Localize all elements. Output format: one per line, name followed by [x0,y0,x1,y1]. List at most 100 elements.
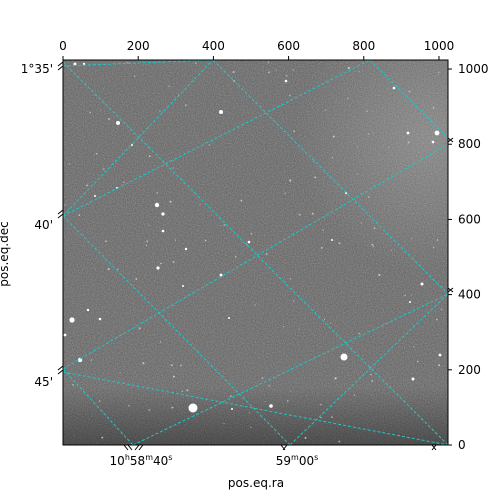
faint-star [170,364,173,367]
faint-star [323,217,326,219]
star [434,130,440,136]
star [269,404,273,408]
faint-star [437,71,440,74]
top-tick-label: 800 [352,39,375,53]
faint-star [311,212,314,215]
faint-star [373,227,376,230]
faint-star [331,157,334,159]
faint-star [390,249,393,252]
faint-star [404,294,406,297]
faint-star [289,278,292,280]
faint-star [246,243,248,245]
ra-tick-mark [123,444,133,451]
faint-star [208,143,211,146]
faint-star [138,327,141,330]
faint-star [285,74,288,77]
star [228,317,230,319]
faint-star [367,133,370,135]
grid-line [63,143,448,370]
faint-star [223,224,226,226]
faint-star [289,179,292,182]
dec-tick-mark [447,137,454,143]
faint-star [288,94,291,97]
faint-star [436,318,438,321]
grid-line [63,371,448,445]
right-tick-label: 200 [458,363,481,377]
faint-star [90,359,93,361]
faint-star [292,300,295,302]
top-tick-label: 400 [202,39,225,53]
faint-star [159,110,161,113]
faint-star [145,244,148,247]
faint-star [64,204,66,206]
faint-star [334,377,337,380]
faint-star [290,390,292,392]
plot-frame [62,59,449,446]
faint-star [78,214,81,217]
ra-tick-mark [431,444,437,451]
star [431,140,435,144]
faint-star [353,394,356,396]
faint-star [240,199,243,202]
faint-star [102,168,105,171]
faint-star [107,268,110,271]
right-tick-label: 800 [458,137,481,151]
y-axis-label: pos.eq.dec [0,221,11,286]
faint-star [148,224,150,227]
faint-star [128,405,130,407]
faint-star [267,61,270,64]
faint-star [95,152,98,155]
faint-star [229,395,232,398]
star [82,62,86,66]
top-tick-label: 600 [277,39,300,53]
star [231,408,233,410]
star [161,212,165,216]
wcs-ticks [57,61,454,451]
faint-star [438,364,441,367]
star [156,266,160,270]
faint-star [407,141,410,144]
faint-star [134,75,136,77]
dec-tick-mark [447,287,454,293]
grid-line [63,368,134,445]
faint-star [204,239,207,242]
faint-star [234,255,237,258]
dec-tick-label-2: 40' [34,218,53,232]
faint-star [358,71,360,73]
faint-star [358,332,361,335]
faint-star [248,412,250,414]
faint-star [378,273,381,277]
star [340,353,348,361]
faint-star [194,62,197,64]
faint-star [268,384,271,387]
ra-tick-mark [134,444,144,451]
faint-star [250,426,252,429]
faint-star [298,328,300,330]
faint-star [314,176,317,179]
top-tick-label: 1000 [424,39,455,53]
star [69,317,75,323]
faint-star [416,360,419,363]
star [73,62,77,66]
star [161,229,165,233]
faint-star [268,71,270,74]
grid-line [212,60,448,295]
faint-star [320,404,322,406]
faint-star [338,242,341,245]
faint-star [174,239,177,241]
star [331,239,333,241]
faint-star [186,389,189,392]
grid-line [63,60,214,67]
star [182,285,184,287]
faint-star [101,436,104,439]
faint-star [356,173,358,175]
faint-star [98,400,101,402]
pixel-ticks: 0 200 400 600 800 1000 0 200 400 600 800 1000 [59,39,488,452]
faint-star [250,233,253,235]
ra-tick-label-1: 10h58m40s [110,453,173,468]
star [154,202,160,208]
faint-star [284,192,286,194]
faint-star [72,383,74,386]
faint-star [275,69,277,71]
star [188,403,198,413]
